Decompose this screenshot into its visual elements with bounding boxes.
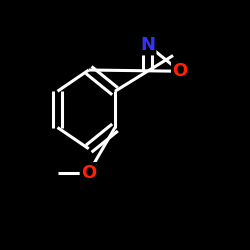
Text: N: N (140, 36, 155, 54)
Text: O: O (81, 164, 96, 182)
Text: O: O (172, 62, 188, 80)
